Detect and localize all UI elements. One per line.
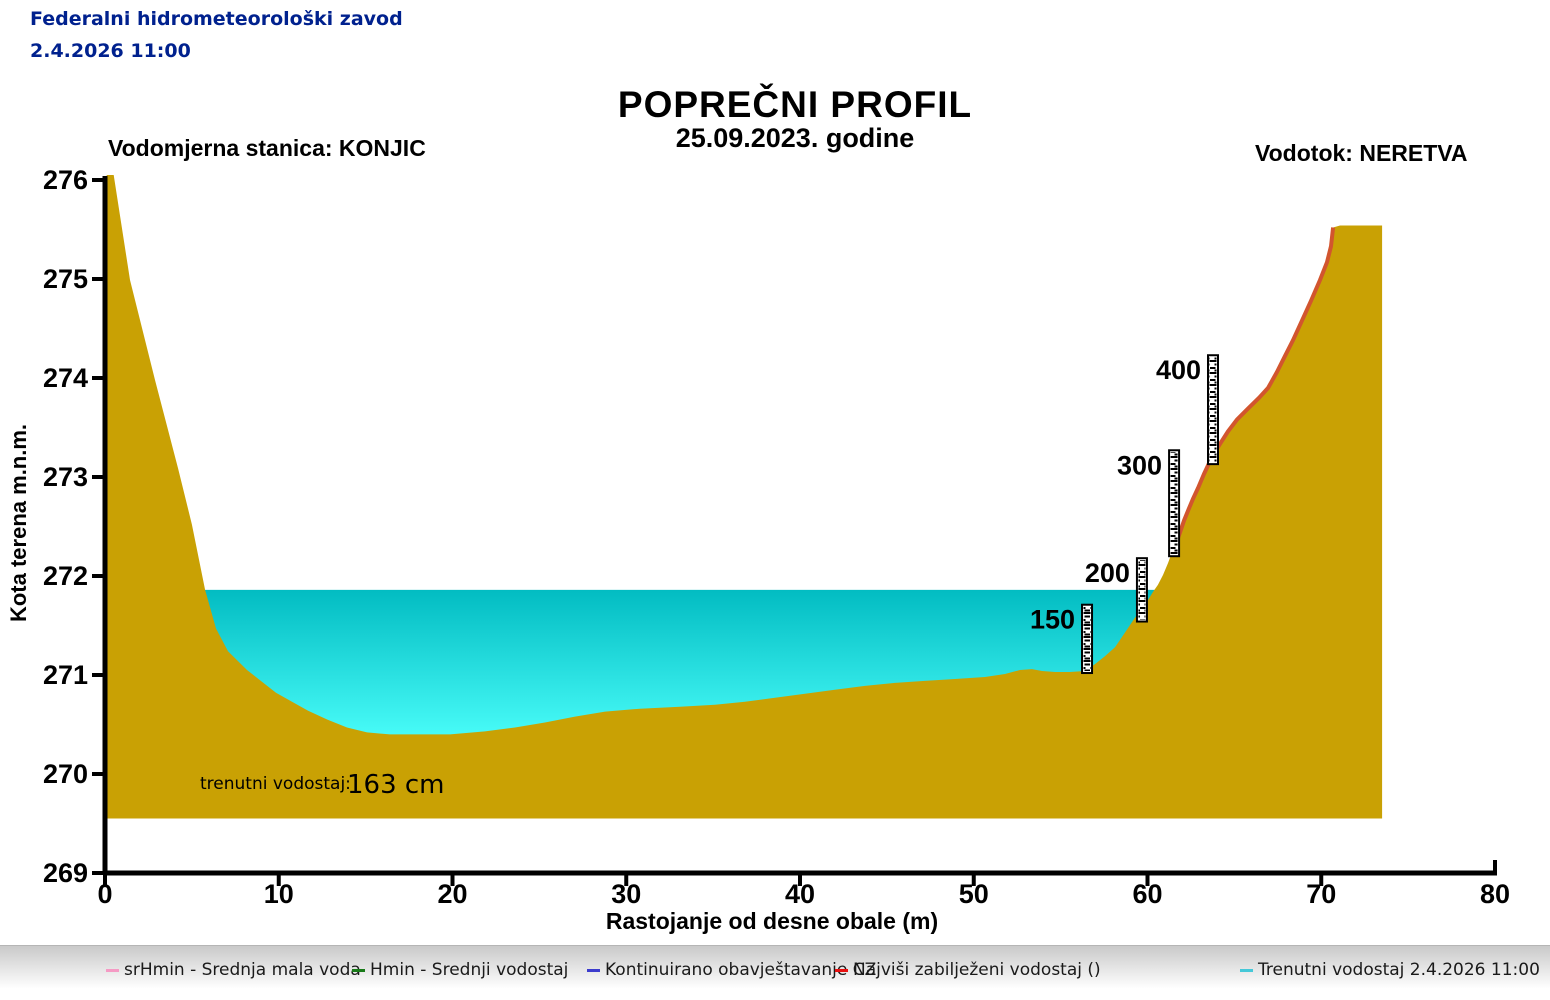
legend-item-current-level: Trenutni vodostaj 2.4.2026 11:00 (1240, 960, 1540, 982)
y-tick-label: 275 (43, 264, 88, 294)
staff-gauge-marks-300 (1170, 452, 1178, 555)
x-tick-label: 80 (1480, 879, 1510, 909)
legend-item-cz: Kontinuirano obavještavanje CZ (587, 960, 876, 982)
x-tick-label: 40 (785, 879, 815, 909)
max-recorded-dash-icon (835, 969, 848, 972)
legend-item-hmin: Hmin - Srednji vodostaj (352, 960, 568, 982)
y-tick-label: 272 (43, 561, 88, 591)
x-tick-label: 0 (97, 879, 112, 909)
x-axis-title: Rastojanje od desne obale (m) (606, 908, 938, 934)
y-tick-label: 276 (43, 165, 88, 195)
y-tick-label: 273 (43, 462, 88, 492)
current-level-label: trenutni vodostaj: (200, 774, 351, 794)
station-label: Vodomjerna stanica: KONJIC (108, 135, 426, 161)
x-tick-label: 70 (1306, 879, 1336, 909)
staff-gauge-marks-150 (1083, 606, 1091, 672)
x-tick-label: 60 (1132, 879, 1162, 909)
chart-subtitle-wrap: 25.09.2023. godine (40, 123, 1550, 154)
legend-label: srHmin - Srednja mala voda (124, 960, 361, 980)
y-axis-title: Kota terena m.n.m. (6, 424, 31, 622)
hmin-dash-icon (352, 969, 365, 972)
chart-date: 25.09.2023. godine (675, 123, 915, 153)
y-tick-label: 270 (43, 759, 88, 789)
legend-label: Hmin - Srednji vodostaj (370, 960, 569, 980)
org-title: Federalni hidrometeorološki zavod (30, 8, 403, 30)
legend-item-max-recorded: Najviši zabilježeni vodostaj () (835, 960, 1101, 982)
legend-label: Kontinuirano obavještavanje CZ (605, 960, 877, 980)
gauge-label-400: 400 (1156, 355, 1201, 385)
x-tick-label: 30 (611, 879, 641, 909)
y-tick-label: 271 (43, 660, 88, 690)
legend-item-srhmin: srHmin - Srednja mala voda (106, 960, 361, 982)
gauge-label-300: 300 (1117, 450, 1162, 480)
x-tick-label: 10 (264, 879, 294, 909)
staff-gauge-marks-400 (1209, 357, 1217, 463)
header-datetime: 2.4.2026 11:00 (30, 40, 191, 62)
gauge-label-150: 150 (1030, 605, 1075, 635)
x-tick-label: 20 (437, 879, 467, 909)
legend-label: Trenutni vodostaj 2.4.2026 11:00 (1258, 960, 1540, 980)
gauge-label-200: 200 (1085, 558, 1130, 588)
current-level-dash-icon (1240, 969, 1253, 972)
y-tick-label: 269 (43, 858, 88, 888)
current-level-value: 163 cm (347, 770, 445, 800)
staff-gauge-marks-200 (1138, 560, 1146, 620)
y-tick-label: 274 (43, 363, 88, 393)
cz-dash-icon (587, 969, 600, 972)
legend-label: Najviši zabilježeni vodostaj () (853, 960, 1101, 980)
legend-bar: srHmin - Srednja mala voda Hmin - Srednj… (0, 945, 1550, 1000)
x-tick-label: 50 (959, 879, 989, 909)
srhmin-dash-icon (106, 969, 119, 972)
chart-title-wrap: POPREČNI PROFIL (40, 84, 1550, 126)
river-label: Vodotok: NERETVA (1255, 140, 1468, 166)
chart-title: POPREČNI PROFIL (617, 84, 973, 125)
terrain-profile (106, 175, 1383, 819)
max-recorded-line (1170, 227, 1336, 554)
